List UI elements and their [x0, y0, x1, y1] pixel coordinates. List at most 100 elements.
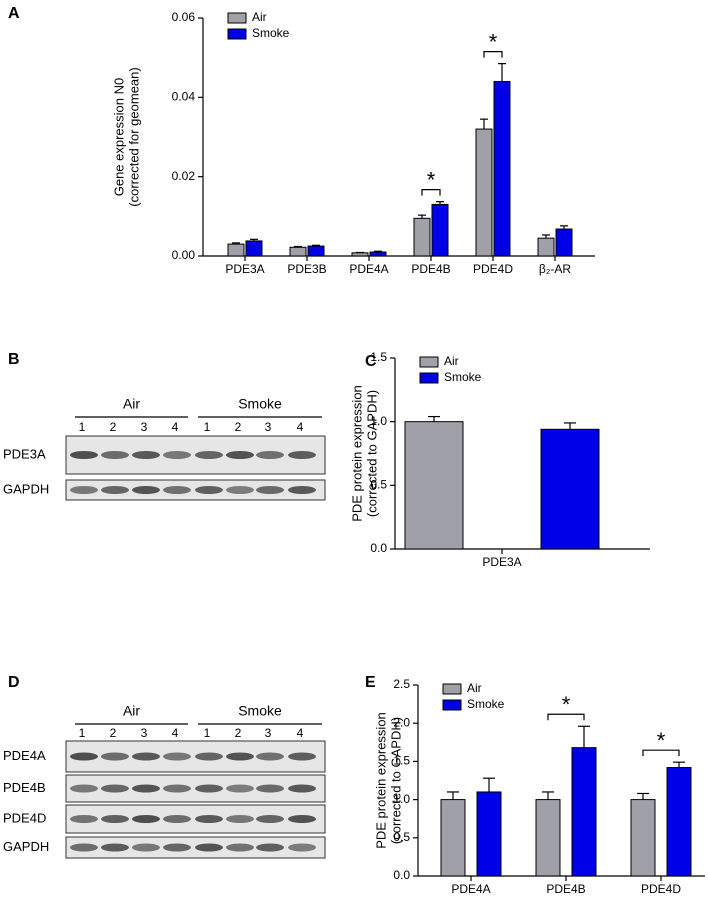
- bar: [541, 429, 599, 549]
- lane-label: 4: [172, 420, 179, 434]
- legend-swatch: [443, 684, 461, 694]
- band: [70, 815, 98, 823]
- band: [132, 486, 160, 494]
- x-tick-label: PDE4B: [411, 262, 450, 276]
- band: [70, 753, 98, 761]
- row-label: PDE4B: [3, 780, 46, 795]
- panel-label: B: [8, 351, 20, 368]
- legend-label: Smoke: [444, 370, 482, 384]
- bar: [246, 241, 262, 256]
- error-bar: [578, 726, 590, 747]
- lane-label: 3: [265, 726, 272, 740]
- lane-label: 4: [297, 726, 304, 740]
- band: [288, 486, 316, 494]
- x-tick-label: PDE4A: [349, 262, 388, 276]
- band: [226, 451, 254, 459]
- row-label: PDE4A: [3, 748, 46, 763]
- band: [163, 785, 191, 793]
- band: [288, 815, 316, 823]
- lane-label: 1: [204, 726, 211, 740]
- band: [132, 844, 160, 852]
- band: [101, 815, 129, 823]
- bar: [290, 247, 306, 256]
- x-tick-label: PDE3B: [287, 262, 326, 276]
- y-tick-label: 2.5: [393, 677, 410, 691]
- legend-swatch: [228, 29, 246, 39]
- legend-swatch: [228, 13, 246, 23]
- band: [195, 815, 223, 823]
- band: [288, 753, 316, 761]
- band: [163, 486, 191, 494]
- y-tick-label: 0.04: [172, 90, 196, 104]
- error-bar: [428, 417, 440, 422]
- row-label: PDE4D: [3, 810, 46, 825]
- bar: [476, 129, 492, 256]
- y-axis-label: (corrected to GAPDH): [364, 390, 379, 517]
- group-label: Smoke: [238, 703, 282, 719]
- x-tick-label: PDE4A: [451, 882, 490, 896]
- band: [256, 815, 284, 823]
- bar: [477, 792, 501, 876]
- y-tick-label: 1.5: [370, 350, 387, 364]
- band: [288, 451, 316, 459]
- legend-label: Smoke: [252, 26, 290, 40]
- significance-label: *: [489, 29, 498, 54]
- band: [256, 844, 284, 852]
- lane-label: 1: [79, 420, 86, 434]
- band: [70, 844, 98, 852]
- error-bar: [564, 423, 576, 429]
- band: [163, 815, 191, 823]
- band: [288, 844, 316, 852]
- band: [226, 753, 254, 761]
- bar: [228, 244, 244, 256]
- error-bar: [447, 792, 459, 800]
- row-label: GAPDH: [3, 839, 49, 854]
- group-label: Air: [123, 396, 140, 412]
- bar: [405, 422, 463, 549]
- lane-label: 3: [141, 420, 148, 434]
- lane-label: 2: [110, 420, 117, 434]
- legend-swatch: [443, 700, 461, 710]
- y-axis-label: PDE protein expression: [373, 712, 388, 849]
- legend-label: Smoke: [467, 697, 505, 711]
- significance-label: *: [427, 167, 436, 192]
- y-axis-label: (corrected for geomean): [126, 67, 141, 206]
- significance-label: *: [562, 692, 571, 717]
- significance-label: *: [657, 728, 666, 753]
- band: [163, 451, 191, 459]
- lane-label: 3: [141, 726, 148, 740]
- lane-label: 3: [265, 420, 272, 434]
- panel-label: A: [8, 5, 20, 22]
- lane-label: 1: [79, 726, 86, 740]
- band: [163, 753, 191, 761]
- error-bar: [483, 778, 495, 792]
- bar: [538, 238, 554, 256]
- band: [226, 844, 254, 852]
- band: [70, 785, 98, 793]
- bar: [352, 253, 368, 256]
- band: [101, 844, 129, 852]
- lane-label: 2: [235, 420, 242, 434]
- band: [70, 451, 98, 459]
- legend-swatch: [420, 373, 438, 383]
- x-tick-label: PDE4D: [641, 882, 681, 896]
- band: [256, 486, 284, 494]
- bar: [556, 229, 572, 256]
- x-tick-label: PDE4D: [473, 262, 513, 276]
- band: [195, 451, 223, 459]
- y-tick-label: 0.0: [370, 541, 387, 555]
- band: [101, 451, 129, 459]
- legend-label: Air: [467, 681, 482, 695]
- y-tick-label: 0.0: [393, 868, 410, 882]
- group-label: Air: [123, 703, 140, 719]
- band: [195, 753, 223, 761]
- band: [195, 486, 223, 494]
- x-tick-label: PDE3A: [482, 555, 521, 569]
- error-bar: [498, 64, 506, 82]
- panel-label: D: [8, 674, 20, 691]
- band: [132, 451, 160, 459]
- x-tick-label: PDE3A: [225, 262, 264, 276]
- band: [288, 785, 316, 793]
- bar: [667, 768, 691, 876]
- lane-label: 1: [204, 420, 211, 434]
